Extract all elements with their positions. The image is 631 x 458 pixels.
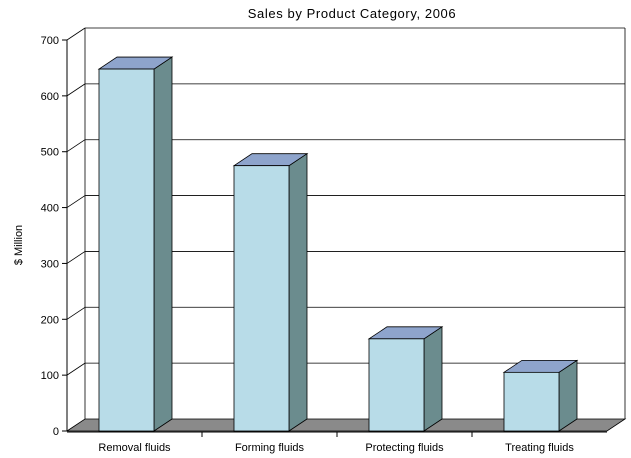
gridline-side	[66, 139, 86, 153]
bar-front	[233, 165, 290, 432]
bar-front	[98, 68, 155, 432]
y-tick-label: 500	[41, 147, 59, 159]
bars	[97, 56, 579, 432]
y-tick-label: 300	[41, 258, 59, 270]
bar-front	[368, 338, 425, 432]
bar	[502, 359, 579, 432]
gridlines	[66, 27, 625, 376]
x-category-label: Forming fluids	[235, 442, 305, 454]
gridline-side	[66, 83, 86, 97]
axes	[62, 28, 626, 437]
x-category-label: Treating fluids	[505, 442, 574, 454]
y-tick-label: 0	[53, 426, 59, 438]
bar	[232, 152, 309, 432]
gridline-side	[66, 362, 86, 376]
gridline-side	[66, 27, 86, 41]
bar	[367, 326, 444, 432]
y-axis-label: $ Million	[13, 225, 25, 265]
bar-side	[153, 56, 173, 432]
bar-side	[423, 326, 443, 432]
x-category-label: Removal fluids	[98, 442, 171, 454]
bar-side	[288, 152, 308, 432]
y-tick-label: 400	[41, 203, 59, 215]
y-tick-label: 200	[41, 314, 59, 326]
tick-labels: 0 100 200 300 400 500 600 700 Removal fluids Form…	[41, 35, 575, 454]
gridline-side	[66, 195, 86, 208]
gridline-side	[66, 306, 86, 320]
y-tick-label: 600	[41, 91, 59, 103]
bar	[97, 56, 174, 432]
bar-front	[503, 371, 560, 432]
gridline-side	[66, 251, 86, 264]
y-tick-label: 700	[41, 35, 59, 47]
chart-title: Sales by Product Category, 2006	[248, 6, 456, 21]
x-category-label: Protecting fluids	[365, 442, 444, 454]
y-tick-label: 100	[41, 370, 59, 382]
